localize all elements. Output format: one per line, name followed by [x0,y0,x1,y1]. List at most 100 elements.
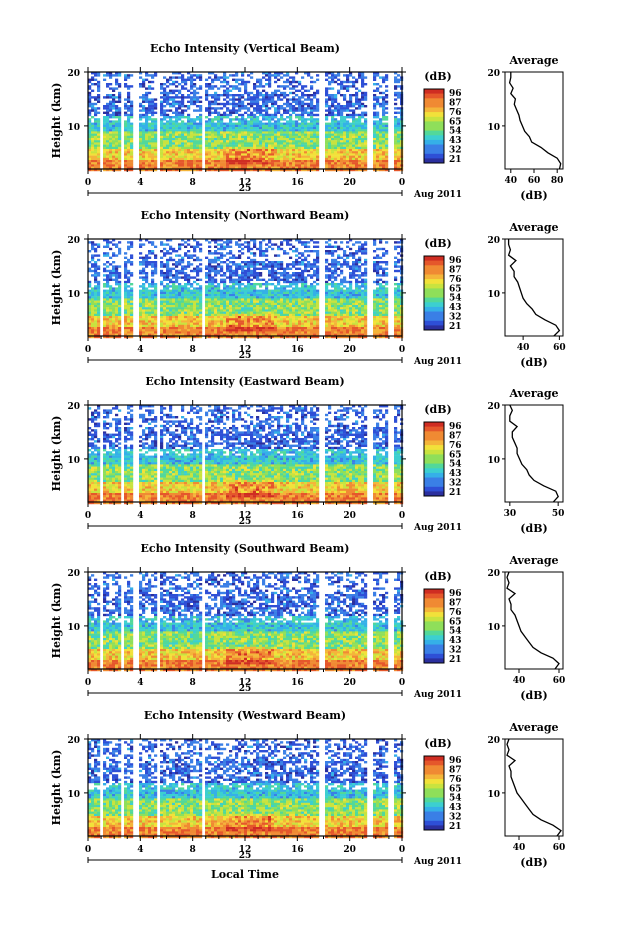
heatmap-cells [88,72,404,172]
colorbar-swatch [424,98,444,104]
colorbar-tick-label: 43 [449,136,462,146]
average-x-label: 60 [553,676,566,686]
heatmap-cells [88,572,404,672]
local-time-label: Local Time [211,868,279,881]
colorbar-swatch [424,793,444,798]
colorbar-swatch [424,116,444,122]
colorbar-tick-label: 96 [449,89,462,99]
colorbar-swatch [424,306,444,312]
average-xlabel: (dB) [520,689,547,702]
colorbar-swatch [424,302,444,308]
colorbar-tick-label: 32 [449,479,462,489]
colorbar-swatch [424,426,444,432]
colorbar-swatch [424,602,444,608]
colorbar-tick-label: 65 [449,284,462,294]
average-x-label: 60 [553,843,566,853]
colorbar-frame [423,755,445,831]
x-tick-label: 20 [343,678,356,688]
colorbar-frame [423,588,445,664]
y-axis-label: Height (km) [50,583,63,659]
y-axis-label: Height (km) [50,416,63,492]
average-x-label: 40 [505,176,518,186]
colorbar-tick-label: 87 [449,265,462,275]
colorbar-swatch [424,459,444,464]
average-title: Average [508,554,558,567]
y-axis-label: Height (km) [50,250,63,326]
colorbar-swatch [424,626,444,631]
colorbar-swatch [424,422,444,427]
colorbar-swatch [424,454,444,460]
colorbar-tick-label: 54 [449,627,462,637]
average-y-label: 20 [487,236,500,246]
colorbar-swatch [424,769,444,775]
x-tick-label: 4 [137,511,143,521]
average-y-label: 20 [487,69,500,79]
colorbar-swatch [424,797,444,803]
colorbar-swatch [424,593,444,599]
colorbar-tick-label: 76 [449,608,462,618]
average-x-label: 40 [517,343,530,353]
x-tick-label: 0 [85,678,91,688]
x-tick-label: 8 [190,678,196,688]
colorbar-tick-label: 65 [449,617,462,627]
day-label: 25 [239,517,252,527]
colorbar-tick-label: 43 [449,469,462,479]
x-tick-label: 0 [399,678,405,688]
colorbar-swatch [424,589,444,594]
day-label: 25 [239,684,252,694]
x-tick-label: 12 [239,678,252,688]
colorbar-swatch [424,612,444,618]
colorbar-swatch [424,89,444,94]
average-profile-line [507,239,561,337]
average-frame [504,738,564,837]
average-y-label: 10 [487,456,500,466]
colorbar-swatch [424,102,444,108]
colorbar-swatch [424,288,444,294]
average-y-label: 20 [487,736,500,746]
date-label: Aug 2011 [413,523,462,533]
average-frame [504,238,564,337]
colorbar-swatch [424,639,444,645]
heatmap-cells [88,405,404,505]
colorbar-unit: (dB) [424,70,451,83]
average-y-label: 10 [487,623,500,633]
colorbar-tick-label: 65 [449,117,462,127]
colorbar-tick-label: 43 [449,636,462,646]
colorbar-swatch [424,135,444,141]
colorbar-swatch [424,649,444,655]
colorbar-swatch [424,445,444,451]
average-y-label: 10 [487,290,500,300]
average-xlabel: (dB) [520,856,547,869]
x-tick-label: 16 [291,345,304,355]
colorbar-swatch [424,435,444,441]
colorbar-swatch [424,783,444,789]
y-tick-label: 10 [67,623,80,633]
x-tick-label: 20 [343,345,356,355]
colorbar-tick-label: 32 [449,146,462,156]
colorbar-frame [423,255,445,331]
colorbar-swatch [424,274,444,280]
colorbar-swatch [424,279,444,285]
colorbar-swatch [424,126,444,131]
x-tick-label: 8 [190,845,196,855]
colorbar-unit: (dB) [424,403,451,416]
colorbar-tick-label: 32 [449,313,462,323]
colorbar-tick-label: 87 [449,98,462,108]
y-tick-label: 20 [67,736,80,746]
x-tick-label: 8 [190,178,196,188]
average-title: Average [508,221,558,234]
colorbar-swatch [424,765,444,771]
colorbar-tick-label: 87 [449,765,462,775]
panel-0: Echo Intensity (Vertical Beam) 20 10 Height… [50,42,564,202]
panel-3: Echo Intensity (Southward Beam) 20 10 Heigh… [50,542,565,702]
y-tick-label: 20 [67,402,80,412]
colorbar-swatch [424,93,444,99]
colorbar-tick-label: 21 [449,322,462,332]
colorbar-tick-label: 65 [449,450,462,460]
average-x-label: 30 [504,509,517,519]
date-label: Aug 2011 [413,690,462,700]
colorbar-swatch [424,311,444,317]
colorbar-swatch [424,802,444,808]
average-profile-line [506,571,560,670]
colorbar-tick-label: 87 [449,598,462,608]
